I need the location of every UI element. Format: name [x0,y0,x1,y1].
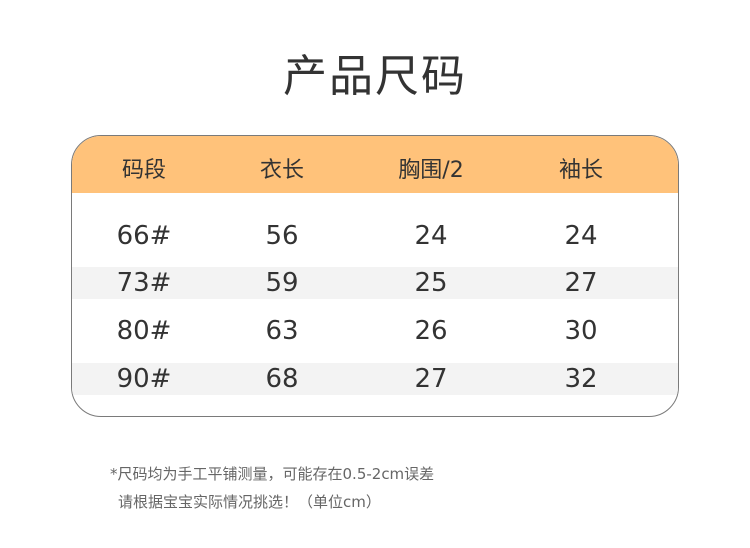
table-row: 73# 59 25 27 [72,267,678,299]
column-header: 码段 [121,158,166,183]
table-cell: 56 [265,221,299,251]
table-cell: 26 [414,316,448,346]
table-cell: 68 [265,364,299,394]
table-cell: 80# [116,316,172,346]
column-header: 胸围/2 [398,158,464,183]
note-line-1: *尺码均为手工平铺测量，可能存在0.5-2cm误差 [110,465,435,483]
column-header: 衣长 [259,158,304,183]
table-header: 码段 衣长 胸围/2 袖长 [72,136,678,193]
table-row: 80# 63 26 30 [72,315,678,347]
table-cell: 27 [564,268,598,298]
table-row: 90# 68 27 32 [72,363,678,395]
table-cell: 27 [414,364,448,394]
table-row: 66# 56 24 24 [72,220,678,252]
page-title: 产品尺码 [283,51,467,102]
table-cell: 66# [116,221,172,251]
table-cell: 63 [265,316,299,346]
table-cell: 90# [116,364,172,394]
table-cell: 73# [116,268,172,298]
column-header: 袖长 [558,158,603,183]
table-cell: 30 [564,316,598,346]
table-cell: 24 [414,221,448,251]
table-cell: 24 [564,221,598,251]
table-cell: 25 [414,268,448,298]
table-cell: 59 [265,268,299,298]
table-cell: 32 [564,364,598,394]
size-table: 码段 衣长 胸围/2 袖长 66# 56 24 24 73# 59 25 27 80# 63 26 30 90… [71,135,679,417]
note-line-2: 请根据宝宝实际情况挑选！（单位cm） [118,493,381,511]
